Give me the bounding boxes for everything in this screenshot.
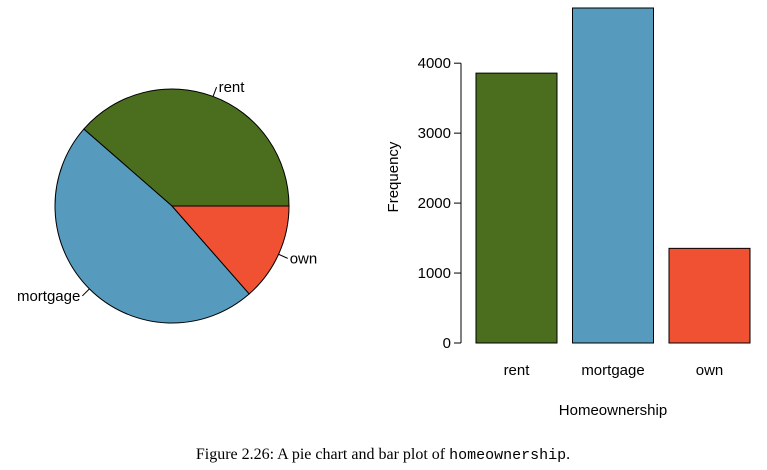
y-tick-label-1000: 1000 bbox=[418, 265, 451, 282]
caption-prefix: Figure 2.26: A pie chart and bar plot of bbox=[196, 446, 449, 463]
pie-leader-own bbox=[278, 253, 288, 259]
x-tick-label-rent: rent bbox=[504, 362, 531, 379]
caption-code: homeownership bbox=[449, 447, 566, 464]
caption-suffix: . bbox=[566, 446, 570, 463]
x-tick-label-own: own bbox=[696, 362, 724, 379]
pie-leader-mortgage bbox=[81, 288, 90, 297]
bar-own bbox=[668, 247, 751, 344]
pie-chart: rent mortgage own bbox=[17, 79, 318, 324]
bar-chart: rent mortgage own 0 1000 2000 3000 4000 Homeowne… bbox=[385, 7, 751, 419]
pie-slice-rent bbox=[83, 88, 290, 207]
x-axis-title: Homeownership bbox=[559, 402, 667, 419]
pie-leader-rent bbox=[212, 86, 218, 97]
y-tick-label-4000: 4000 bbox=[418, 55, 451, 72]
y-tick-label-2000: 2000 bbox=[418, 195, 451, 212]
pie-label-rent: rent bbox=[219, 79, 246, 96]
figure-caption: Figure 2.26: A pie chart and bar plot of… bbox=[196, 446, 570, 464]
x-tick-label-mortgage: mortgage bbox=[581, 362, 644, 379]
y-tick-label-0: 0 bbox=[443, 335, 451, 352]
y-axis-title: Frequency bbox=[385, 141, 402, 212]
bar-rent bbox=[475, 72, 558, 344]
pie-label-mortgage: mortgage bbox=[17, 288, 80, 305]
y-tick-label-3000: 3000 bbox=[418, 125, 451, 142]
pie-label-own: own bbox=[290, 250, 318, 267]
bar-mortgage bbox=[572, 7, 654, 344]
